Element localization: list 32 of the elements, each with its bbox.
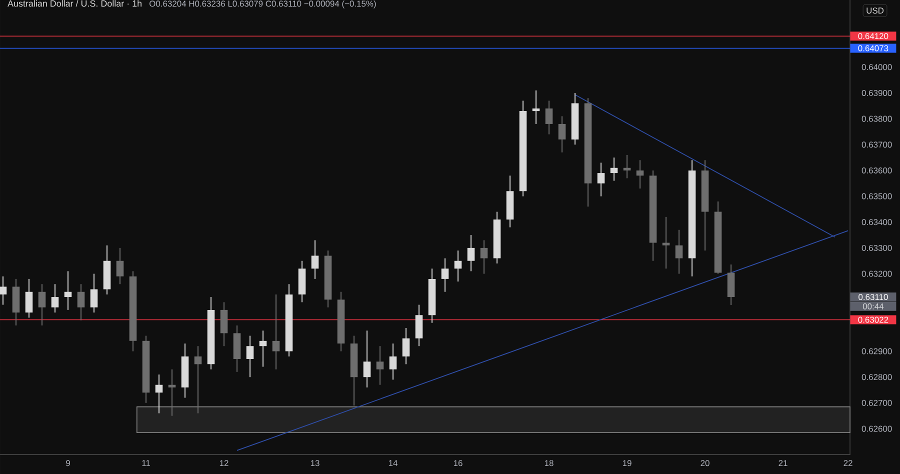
y-tick-label: 0.63800: [862, 116, 892, 122]
ref-line-label: 0.63022: [858, 316, 888, 323]
y-tick-label: 0.63600: [862, 167, 892, 174]
x-tick-label: 21: [778, 460, 788, 466]
x-tick-label: 12: [220, 460, 228, 466]
y-tick-label: 0.63300: [862, 244, 892, 251]
text: 00:44: [862, 303, 884, 310]
y-tick-label: 0.62800: [862, 374, 892, 380]
x-tick-label: 9: [66, 460, 70, 466]
ref-line-label: 0.64120: [858, 33, 888, 40]
y-tick-label: 0.63700: [862, 142, 892, 148]
y-tick-label: 0.62700: [862, 400, 892, 406]
y-tick-label: 0.63400: [862, 219, 892, 226]
x-tick-label: 19: [622, 460, 632, 466]
x-tick-label: 13: [310, 460, 320, 466]
y-tick-label: 0.62900: [862, 348, 892, 354]
chart-title: Australian Dollar / U.S. Dollar · 1h: [8, 0, 142, 7]
x-tick-label: 16: [454, 460, 462, 466]
y-tick-label: 0.63200: [862, 270, 892, 277]
y-tick-label: 0.63500: [862, 193, 892, 200]
text: 0.63110: [858, 294, 888, 300]
text: USD: [866, 8, 884, 14]
y-tick-label: 0.64000: [862, 64, 892, 70]
x-tick-label: 20: [700, 460, 710, 466]
x-tick-label: 18: [544, 460, 554, 466]
x-tick-label: 22: [844, 460, 852, 466]
y-tick-label: 0.63900: [862, 90, 892, 96]
ref-line-label: 0.64073: [858, 45, 888, 52]
annotation: O0.63204 H0.63236 L0.63079 C0.63110 −0.00094 (−0.15%): [150, 0, 376, 8]
y-tick-label: 0.62600: [862, 426, 892, 432]
x-tick-label: 14: [388, 460, 398, 466]
x-tick-label: 11: [142, 460, 150, 466]
